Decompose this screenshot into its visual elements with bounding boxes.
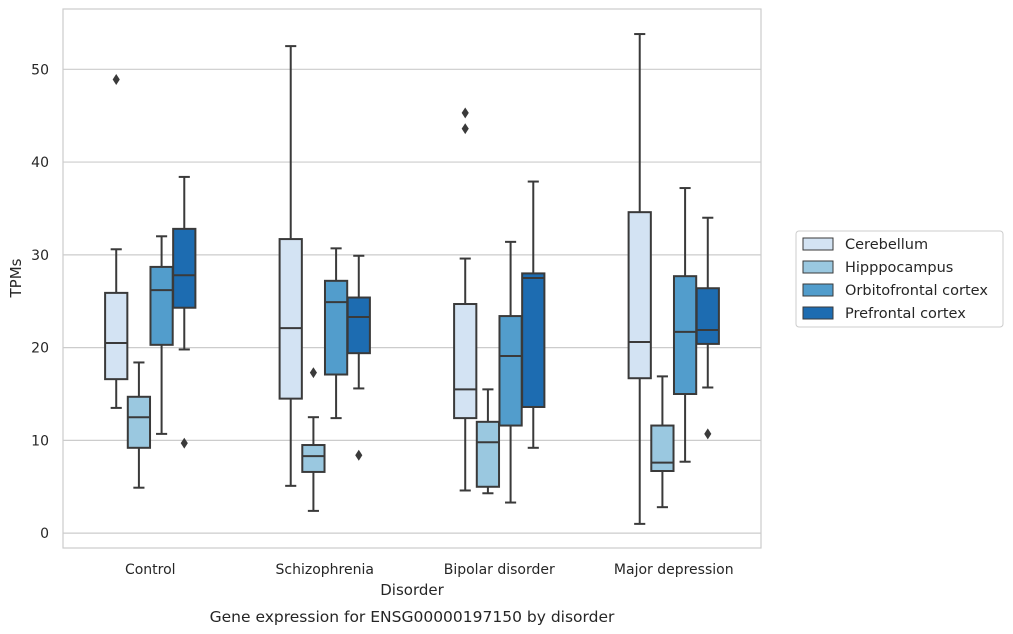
box-body — [323, 279, 349, 376]
y-tick-labels: 0 10 20 30 40 50 — [31, 62, 49, 542]
y-tick-label-20: 20 — [31, 341, 49, 357]
y-tick-label-0: 0 — [40, 526, 49, 542]
legend-swatch-cerebellum — [802, 237, 834, 251]
legend-frame — [795, 230, 1004, 328]
box-body — [104, 291, 129, 381]
box-prefrontal-cortex-control — [172, 175, 197, 449]
box-orbitofrontal-cortex-schizophrenia — [323, 247, 349, 420]
x-axis-label: Disorder — [380, 581, 444, 599]
box-hipppocampus-schizophrenia — [301, 367, 326, 512]
legend-label-orbitofrontal-cortex: Orbitofrontal cortex — [845, 283, 988, 299]
x-tick-label-major-depression: Major depression — [614, 562, 734, 578]
outlier-point-0 — [355, 449, 363, 461]
box-hipppocampus-control — [126, 361, 152, 489]
box-prefrontal-cortex-schizophrenia — [346, 254, 371, 461]
box-hipppocampus-major-depression — [650, 375, 675, 509]
box-prefrontal-cortex-major-depression — [695, 216, 720, 440]
x-tick-label-bipolar-disorder: Bipolar disorder — [444, 562, 555, 578]
box-body — [521, 272, 546, 408]
box-cerebellum-schizophrenia — [278, 45, 303, 487]
box-body — [650, 424, 675, 473]
box-cerebellum-major-depression — [627, 33, 652, 525]
box-body — [498, 315, 523, 427]
box-body — [172, 227, 197, 309]
box-hipppocampus-bipolar-disorder — [475, 388, 501, 495]
outlier-point-0 — [112, 74, 120, 85]
box-body — [126, 395, 152, 449]
legend-swatch-orbitofrontal-cortex — [802, 283, 834, 297]
legend-label-cerebellum: Cerebellum — [845, 237, 928, 253]
x-tick-labels: Control Schizophrenia Bipolar disorder Majo… — [125, 562, 734, 578]
box-orbitofrontal-cortex-bipolar-disorder — [498, 240, 523, 504]
box-body — [672, 275, 698, 395]
chart-caption: Gene expression for ENSG00000197150 by d… — [210, 608, 615, 626]
box-body — [475, 420, 501, 488]
box-body — [346, 296, 371, 355]
box-cerebellum-control — [104, 74, 129, 409]
y-tick-label-40: 40 — [31, 155, 49, 171]
box-body — [149, 265, 174, 346]
legend-swatch-prefrontal-cortex — [802, 306, 834, 320]
legend-swatch-hipppocampus — [802, 260, 834, 274]
x-tick-label-control: Control — [125, 562, 176, 578]
y-tick-label-50: 50 — [31, 62, 49, 78]
box-body — [695, 287, 720, 345]
x-tick-label-schizophrenia: Schizophrenia — [276, 562, 374, 578]
box-orbitofrontal-cortex-major-depression — [672, 187, 698, 463]
box-orbitofrontal-cortex-control — [149, 235, 174, 435]
y-axis-label: TPMs — [7, 258, 25, 298]
y-tick-label-30: 30 — [31, 248, 49, 264]
legend-label-hipppocampus: Hipppocampus — [845, 260, 953, 276]
legend-label-prefrontal-cortex: Prefrontal cortex — [845, 306, 966, 322]
box-body — [278, 238, 303, 400]
box-cerebellum-bipolar-disorder — [453, 107, 478, 492]
box-body — [627, 211, 652, 380]
box-body — [301, 444, 326, 473]
plot-frame — [62, 8, 762, 549]
outlier-point-0 — [704, 428, 712, 440]
outlier-point-0 — [309, 367, 317, 379]
box-body — [453, 303, 478, 420]
legend: Cerebellum Hipppocampus Orbitofrontal cort… — [795, 230, 1004, 328]
outlier-point-0 — [180, 437, 188, 449]
box-prefrontal-cortex-bipolar-disorder — [521, 180, 546, 449]
outlier-point-0 — [461, 123, 469, 135]
outlier-point-1 — [461, 107, 469, 119]
y-tick-label-10: 10 — [31, 433, 49, 449]
box-series-group — [104, 33, 720, 525]
